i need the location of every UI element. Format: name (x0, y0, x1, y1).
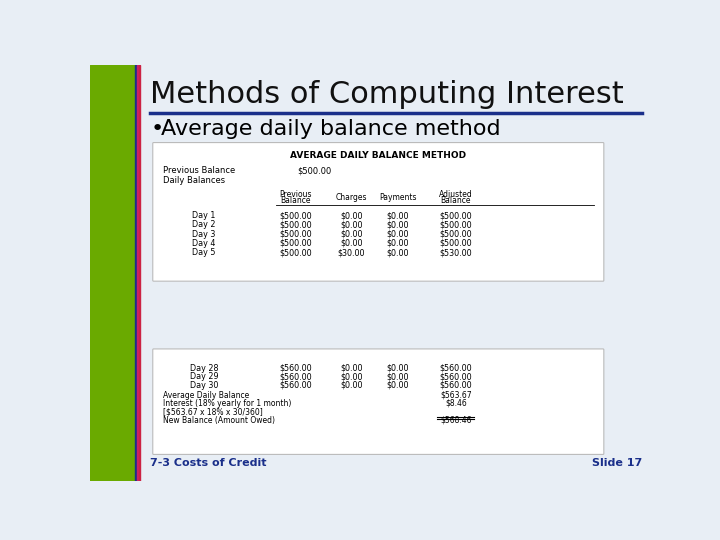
Text: Daily Balances: Daily Balances (163, 177, 225, 185)
Text: Previous Balance: Previous Balance (163, 166, 235, 176)
Bar (90, 65, 138, 481)
Text: $0.00: $0.00 (340, 372, 362, 381)
Text: $0.00: $0.00 (340, 239, 362, 248)
Text: Day 5: Day 5 (192, 248, 216, 257)
Text: $0.00: $0.00 (387, 363, 409, 373)
Text: $563.67: $563.67 (440, 390, 472, 400)
Text: Day 30: Day 30 (190, 381, 218, 389)
Text: Methods of Computing Interest: Methods of Computing Interest (150, 80, 624, 109)
Text: $0.00: $0.00 (387, 230, 409, 239)
Text: $0.00: $0.00 (340, 381, 362, 389)
Text: Slide 17: Slide 17 (592, 458, 642, 468)
Text: $8.46: $8.46 (445, 399, 467, 408)
Text: $560.00: $560.00 (439, 381, 472, 389)
Text: $500.00: $500.00 (279, 248, 312, 257)
Text: $560.00: $560.00 (279, 372, 312, 381)
Text: AVERAGE DAILY BALANCE METHOD: AVERAGE DAILY BALANCE METHOD (290, 151, 467, 160)
Text: $560.00: $560.00 (279, 363, 312, 373)
Text: $560.00: $560.00 (279, 381, 312, 389)
Text: Previous: Previous (279, 190, 312, 199)
Text: Charges: Charges (336, 193, 367, 202)
Text: $500.00: $500.00 (439, 211, 472, 220)
Text: $0.00: $0.00 (387, 372, 409, 381)
Text: $500.00: $500.00 (279, 230, 312, 239)
Text: Interest (18% yearly for 1 month): Interest (18% yearly for 1 month) (163, 399, 291, 408)
Text: Balance: Balance (441, 197, 471, 206)
Text: $568.46: $568.46 (440, 416, 472, 425)
Text: Average daily balance method: Average daily balance method (161, 119, 501, 139)
Text: New Balance (Amount Owed): New Balance (Amount Owed) (163, 416, 275, 425)
Text: $500.00: $500.00 (297, 166, 331, 176)
Text: $0.00: $0.00 (340, 363, 362, 373)
Text: $560.00: $560.00 (439, 372, 472, 381)
FancyBboxPatch shape (153, 143, 604, 281)
Bar (138, 65, 139, 481)
Text: $0.00: $0.00 (340, 220, 362, 230)
Text: Adjusted: Adjusted (439, 190, 472, 199)
Text: Day 1: Day 1 (192, 211, 215, 220)
Text: 7-3 Costs of Credit: 7-3 Costs of Credit (150, 458, 267, 468)
Bar (135, 65, 138, 481)
Text: Day 4: Day 4 (192, 239, 215, 248)
Text: $0.00: $0.00 (387, 381, 409, 389)
Text: $0.00: $0.00 (387, 248, 409, 257)
Text: $500.00: $500.00 (279, 239, 312, 248)
Text: $560.00: $560.00 (439, 363, 472, 373)
Text: $30.00: $30.00 (338, 248, 365, 257)
Text: $500.00: $500.00 (279, 220, 312, 230)
FancyBboxPatch shape (153, 349, 604, 455)
Bar (139, 65, 140, 481)
Text: •: • (150, 119, 163, 139)
Text: Average Daily Balance: Average Daily Balance (163, 390, 249, 400)
Text: $500.00: $500.00 (279, 211, 312, 220)
Text: [$563.67 x 18% x 30/360]: [$563.67 x 18% x 30/360] (163, 408, 263, 416)
Text: $0.00: $0.00 (340, 230, 362, 239)
Text: $0.00: $0.00 (387, 239, 409, 248)
Text: $0.00: $0.00 (340, 211, 362, 220)
Text: Day 28: Day 28 (189, 363, 218, 373)
Text: $0.00: $0.00 (387, 211, 409, 220)
Text: $0.00: $0.00 (387, 220, 409, 230)
Text: Day 2: Day 2 (192, 220, 216, 230)
Text: $500.00: $500.00 (439, 220, 472, 230)
Text: Day 29: Day 29 (189, 372, 218, 381)
Text: $530.00: $530.00 (439, 248, 472, 257)
Text: $500.00: $500.00 (439, 239, 472, 248)
Text: $500.00: $500.00 (439, 230, 472, 239)
Text: Balance: Balance (280, 197, 310, 206)
Text: Day 3: Day 3 (192, 230, 215, 239)
Text: Payments: Payments (379, 193, 416, 202)
